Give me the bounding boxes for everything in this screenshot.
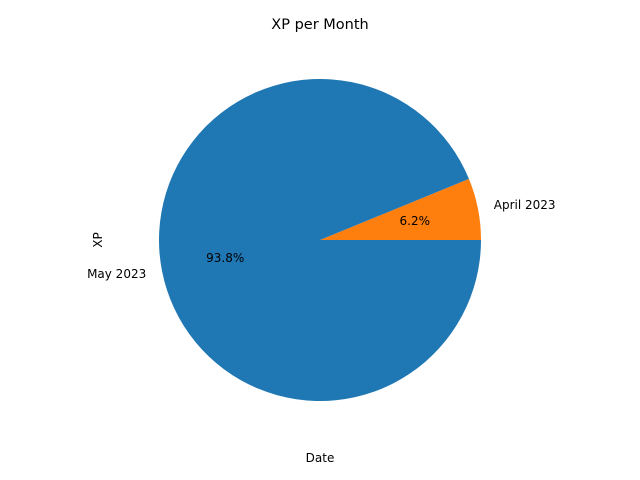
pie-slices [159, 79, 481, 401]
slice-category-label: May 2023 [87, 267, 146, 281]
slice-percent-label: 6.2% [400, 214, 431, 228]
y-axis-label: XP [91, 232, 105, 247]
x-axis-label: Date [306, 451, 335, 465]
chart-title: XP per Month [271, 17, 368, 33]
pie-slice-may-2023 [159, 79, 481, 401]
pie-slice-april-2023 [320, 178, 481, 240]
slice-percent-label: 93.8% [206, 251, 244, 265]
slice-category-label: April 2023 [494, 198, 556, 212]
pie-labels: April 2023 6.2% May 2023 93.8% [87, 198, 555, 281]
